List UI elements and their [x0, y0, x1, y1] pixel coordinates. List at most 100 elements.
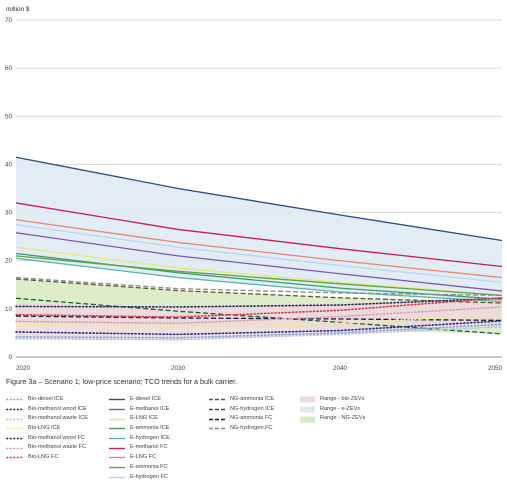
series-line-bio-lng-ice	[15, 313, 503, 328]
legend-swatch	[6, 428, 24, 430]
legend-item-bio-diesel-ice: Bio-diesel ICE	[6, 395, 88, 405]
x-tick-label: 2020	[16, 365, 31, 372]
series-line-e-hydrogen-ice	[15, 257, 503, 303]
legend-swatch	[300, 396, 315, 403]
y-tick-label: 20	[5, 258, 13, 265]
legend-label: E-methanol FC	[130, 444, 168, 451]
legend-item-bio-methanol-wood-ice: Bio-methanol wood ICE	[6, 405, 88, 415]
x-tick-labels: 2020 2030 2040 2050	[16, 365, 502, 372]
series-lines	[15, 156, 503, 341]
y-tick-label: 50	[5, 113, 13, 120]
series-line-bio-methanol-wood-fc	[15, 297, 503, 308]
legend-item-e-ammonia-ice: E-ammonia ICE	[108, 424, 170, 434]
legend-swatch	[109, 457, 125, 459]
legend-swatch	[6, 457, 24, 459]
legend-label: E-LNG FC	[130, 454, 157, 461]
legend-label: Bio-methanol wood FC	[28, 434, 85, 441]
legend-label: Range - bio-ZEVs	[320, 396, 365, 402]
legend-column: NG-ammonia ICE NG-hydrogen ICE NG-ammonia …	[208, 395, 274, 434]
legend-item-e-ammonia-fc: E-ammonia FC	[108, 463, 170, 473]
series-line-e-hydrogen-fc	[15, 223, 503, 284]
series-line-bio-methanol-waste-ice	[15, 325, 503, 341]
y-tick-labels: 0 10 20 30 40 50 60 70	[5, 17, 13, 361]
y-tick-label: 10	[5, 306, 13, 313]
x-tick-label: 2050	[488, 365, 503, 372]
legend-swatch	[109, 466, 125, 469]
series-line-ng-ammonia-ice	[15, 278, 503, 304]
legend-item-range-e-zevs: Range - e-ZEVs	[300, 405, 365, 415]
series-line-bio-methanol-wood-ice	[15, 320, 503, 336]
series-line-e-ammonia-fc	[15, 255, 503, 297]
series-line-e-methanol-ice	[15, 232, 503, 292]
legend-label: Bio-methanol wood ICE	[28, 405, 87, 412]
legend-label: E-methanol ICE	[130, 405, 170, 412]
legend-label: Bio-methanol waste ICE	[28, 415, 89, 422]
legend-label: E-ammonia ICE	[130, 425, 170, 432]
series-line-ng-hydrogen-ice	[15, 297, 503, 335]
y-tick-label: 70	[5, 17, 13, 24]
series-line-ng-hydrogen-fc	[15, 276, 503, 297]
legend-item-ng-hydrogen-fc: NG-hydrogen FC	[208, 424, 274, 434]
legend-swatch	[209, 408, 225, 411]
legend-swatch	[6, 447, 24, 450]
series-line-bio-diesel-ice	[15, 323, 503, 339]
legend-swatch	[109, 437, 125, 440]
legend-label: Bio-LNG FC	[28, 454, 59, 461]
legend-item-bio-methanol-wood-fc: Bio-methanol wood FC	[6, 434, 88, 444]
legend-label: NG-ammonia FC	[230, 415, 273, 422]
legend-swatch	[109, 399, 125, 401]
y-tick-label: 30	[5, 210, 13, 217]
legend-swatch	[6, 398, 24, 401]
legend-label: Range - NG-ZEVs	[320, 415, 366, 422]
legend-item-bio-methanol-waste-ice: Bio-methanol waste ICE	[6, 414, 88, 424]
legend-label: NG-ammonia ICE	[230, 396, 275, 402]
legend-item-e-methanol-ice: E-methanol ICE	[108, 405, 170, 415]
legend-item-e-hydrogen-ice: E-hydrogen ICE	[108, 434, 170, 444]
legend-item-e-methanol-fc: E-methanol FC	[108, 443, 170, 453]
legend-item-range-ng-zevs: Range - NG-ZEVs	[300, 414, 365, 424]
legend-swatch	[209, 399, 225, 401]
legend-label: Bio-LNG ICE	[28, 425, 61, 432]
y-tick-label: 60	[5, 65, 13, 72]
legend-item-ng-ammonia-ice: NG-ammonia ICE	[208, 395, 274, 405]
y-axis-label: million $	[6, 6, 30, 13]
legend-swatch	[6, 408, 24, 411]
legend-label: E-LNG ICE	[130, 415, 158, 422]
range-bands	[16, 157, 502, 340]
legend-label: E-hydrogen FC	[130, 473, 168, 480]
legend-swatch	[209, 428, 225, 430]
legend-label: Bio-diesel ICE	[28, 396, 64, 402]
legend-item-ng-ammonia-fc: NG-ammonia FC	[208, 414, 274, 424]
legend-swatch	[109, 447, 125, 449]
x-tick-label: 2030	[171, 365, 186, 372]
legend-swatch	[300, 416, 315, 423]
legend-swatch	[109, 476, 125, 479]
x-tick-label: 2040	[333, 365, 348, 372]
legend-label: NG-hydrogen ICE	[230, 405, 275, 412]
legend-label: E-diesel ICE	[130, 396, 162, 402]
legend-column: E-diesel ICE E-methanol ICE E-LNG ICE E-amm…	[108, 395, 170, 482]
series-line-bio-lng-fc	[15, 296, 503, 318]
legend-item-e-lng-ice: E-LNG ICE	[108, 414, 170, 424]
legend-label: Range - e-ZEVs	[320, 405, 361, 412]
series-line-e-methanol-fc	[15, 202, 503, 268]
legend-item-range-bio-zevs: Range - bio-ZEVs	[300, 395, 365, 405]
legend-label: Bio-methanol waste FC	[28, 444, 87, 451]
legend-label: E-hydrogen ICE	[130, 434, 170, 441]
legend-swatch	[209, 418, 225, 420]
series-line-e-lng-ice	[15, 246, 503, 297]
series-line-e-lng-fc	[15, 219, 503, 279]
legend-label: E-ammonia FC	[130, 463, 168, 470]
legend-swatch	[6, 418, 24, 421]
legend-label: NG-hydrogen FC	[230, 425, 273, 432]
legend-item-e-lng-fc: E-LNG FC	[108, 453, 170, 463]
y-tick-label: 0	[8, 354, 12, 361]
legend-swatch	[300, 406, 315, 413]
legend-column: Bio-diesel ICE Bio-methanol wood ICE Bio-m…	[6, 395, 88, 463]
legend-item-ng-hydrogen-ice: NG-hydrogen ICE	[208, 405, 274, 415]
series-line-bio-methanol-waste-fc	[15, 306, 503, 325]
legend-item-e-diesel-ice: E-diesel ICE	[108, 395, 170, 405]
figure-caption: Figure 3a – Scenario 1; low-price scenar…	[6, 377, 238, 386]
series-line-e-diesel-ice	[15, 156, 503, 242]
